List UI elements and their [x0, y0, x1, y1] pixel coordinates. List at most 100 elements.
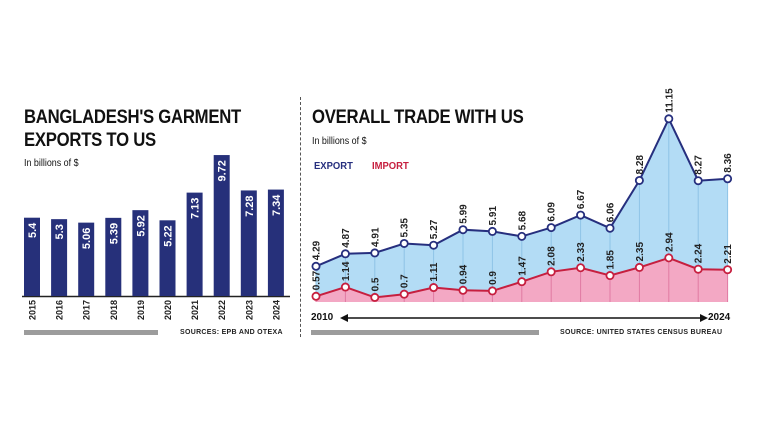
export-area [316, 118, 728, 302]
export-point [340, 249, 350, 259]
export-value-label: 8.27 [694, 155, 705, 175]
bar-tick-label: 2021 [190, 300, 200, 320]
export-value-label: 6.09 [547, 202, 558, 222]
left-subtitle: In billions of $ [24, 157, 79, 169]
bar-2024 [267, 189, 284, 296]
import-point [458, 285, 468, 295]
bar-2019 [132, 210, 149, 296]
bar-value-label: 5.06 [81, 228, 93, 249]
import-point [634, 262, 644, 272]
import-value-label: 1.14 [341, 261, 352, 281]
export-value-label: 11.15 [664, 88, 675, 113]
export-point [634, 175, 644, 185]
import-value-label: 0.57 [312, 270, 323, 290]
bar-2016 [51, 219, 68, 296]
left-source-bar [24, 330, 158, 335]
year-arrow-left-head [340, 314, 348, 322]
export-value-label: 6.06 [606, 202, 617, 222]
export-value-label: 5.68 [517, 210, 528, 230]
export-value-label: 6.67 [576, 189, 587, 209]
import-value-label: 0.9 [488, 271, 499, 285]
bar-2018 [105, 217, 122, 296]
import-value-label: 2.08 [547, 246, 558, 266]
import-point [370, 292, 380, 302]
left-title-line1: BANGLADESH'S GARMENT [24, 107, 241, 128]
bar-2023 [240, 190, 257, 296]
import-value-label: 0.5 [370, 277, 381, 291]
import-value-label: 2.24 [694, 243, 705, 263]
bar-tick-label: 2020 [163, 300, 173, 320]
bar-value-label: 7.13 [190, 198, 202, 219]
bar-tick-label: 2018 [109, 300, 119, 320]
year-end: 2024 [708, 312, 731, 323]
import-point [399, 289, 409, 299]
bar-2017 [78, 222, 95, 296]
export-point [723, 174, 733, 184]
export-value-label: 5.27 [429, 219, 440, 239]
bar-2015 [24, 217, 40, 296]
export-value-label: 4.91 [370, 227, 381, 247]
export-point [517, 231, 527, 241]
bar-tick-label: 2017 [82, 300, 92, 320]
import-value-label: 2.21 [723, 244, 734, 264]
bar-value-label: 5.3 [54, 224, 66, 239]
bar-value-label: 5.39 [108, 223, 120, 244]
area-hatching [315, 122, 729, 302]
export-point [487, 226, 497, 236]
bar-tick-label: 2016 [55, 300, 65, 320]
import-point [605, 271, 615, 281]
right-source: SOURCE: UNITED STATES CENSUS BUREAU [560, 329, 723, 336]
import-point [693, 264, 703, 274]
import-value-label: 0.94 [459, 264, 470, 284]
left-title-line2: EXPORTS TO US [24, 130, 156, 151]
bar-value-label: 7.28 [244, 195, 256, 216]
import-point [546, 267, 556, 277]
bar-tick-label: 2022 [217, 300, 227, 320]
bar-2020 [159, 220, 176, 296]
import-value-label: 2.94 [664, 232, 675, 252]
export-value-label: 8.28 [635, 155, 646, 175]
bar-tick-label: 2023 [244, 300, 254, 320]
bar-tick-label: 2019 [136, 300, 146, 320]
year-start: 2010 [311, 312, 334, 323]
bar-value-label: 5.22 [163, 225, 175, 246]
export-value-label: 4.87 [341, 228, 352, 248]
import-point [311, 291, 321, 301]
export-value-label: 8.36 [723, 153, 734, 173]
right-source-bar [311, 330, 539, 335]
export-point [311, 261, 321, 271]
bar-tick-label: 2015 [28, 300, 38, 320]
bar-2022 [213, 155, 230, 296]
export-value-label: 4.29 [312, 240, 323, 260]
export-value-label: 5.35 [400, 218, 411, 238]
import-value-label: 1.11 [429, 262, 440, 281]
import-point [576, 263, 586, 273]
left-source: SOURCES: EPB AND OTEXA [180, 329, 283, 336]
legend-export: EXPORT [314, 160, 353, 172]
export-point [605, 223, 615, 233]
right-subtitle: In billions of $ [312, 135, 367, 147]
bar-2021 [186, 192, 203, 296]
year-arrow-right-head [700, 314, 708, 322]
bar-value-label: 5.92 [135, 215, 147, 236]
import-point [340, 282, 350, 292]
import-value-label: 1.85 [606, 250, 617, 270]
import-point [723, 265, 733, 275]
export-point [546, 223, 556, 233]
export-point [429, 240, 439, 250]
export-point [458, 225, 468, 235]
bar-value-label: 5.4 [27, 222, 39, 238]
bar-value-label: 7.34 [271, 194, 283, 216]
export-value-label: 5.91 [488, 206, 499, 226]
import-point [429, 283, 439, 293]
legend-import: IMPORT [372, 160, 409, 172]
panel-divider [300, 97, 301, 337]
bar-value-label: 9.72 [217, 160, 229, 181]
import-point [487, 286, 497, 296]
import-point [664, 253, 674, 263]
right-title: OVERALL TRADE WITH US [312, 107, 524, 128]
export-point [370, 248, 380, 258]
export-value-label: 5.99 [459, 204, 470, 224]
export-point [664, 114, 674, 124]
